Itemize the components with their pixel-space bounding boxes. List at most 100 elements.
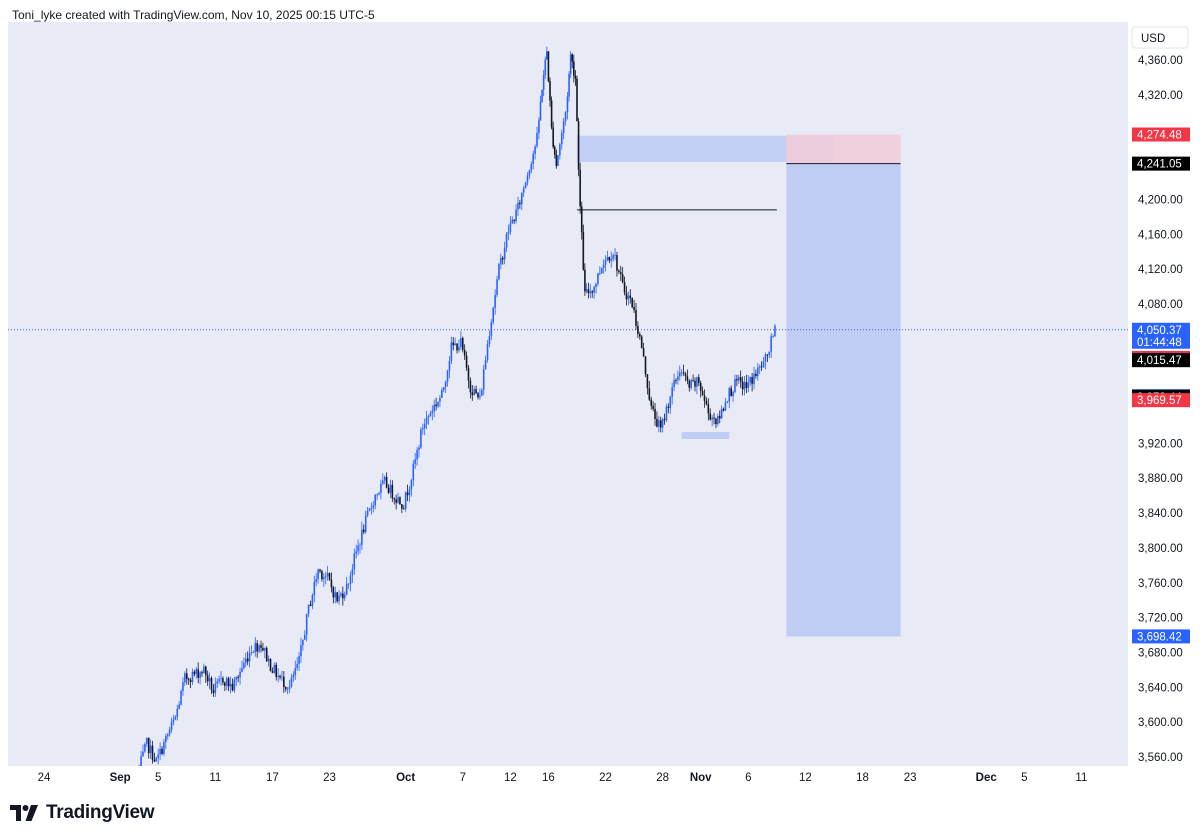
candle-body <box>650 399 653 406</box>
candle-body <box>153 759 156 762</box>
candle-body <box>486 344 489 360</box>
candle-body <box>353 553 356 570</box>
candle-body <box>225 678 228 686</box>
candle-body <box>147 737 150 754</box>
candle-body <box>210 678 213 691</box>
candle-body <box>292 675 295 678</box>
candle-body <box>401 504 403 509</box>
candle-body <box>185 673 188 680</box>
candle-body <box>631 297 633 308</box>
candle-body <box>477 393 479 398</box>
candle-body <box>241 668 243 672</box>
candle-body <box>334 592 337 598</box>
candle-body <box>277 675 279 677</box>
candle-body <box>361 529 363 545</box>
candle-body <box>503 247 506 260</box>
candle-body <box>235 677 238 680</box>
candle-body <box>342 593 344 599</box>
price-label-text: 4,015.47 <box>1137 355 1182 367</box>
currency-button[interactable]: USD <box>1131 26 1189 49</box>
candle-body <box>288 686 291 689</box>
time-axis-bg[interactable] <box>8 766 1192 788</box>
range-box[interactable] <box>681 432 730 439</box>
candle-body <box>642 348 645 357</box>
price-chart[interactable]: 3,560.00 3,600.00 3,640.00 3,680.00 3,720.00… <box>8 22 1192 788</box>
candle-body <box>336 592 338 602</box>
candle-body <box>593 287 595 293</box>
time-tick-label: 6 <box>745 772 751 784</box>
candle-body <box>566 96 569 113</box>
candle-body <box>760 366 763 368</box>
currency-box[interactable] <box>1131 26 1189 49</box>
candle-body <box>544 59 547 75</box>
candle-body <box>340 593 342 596</box>
candle-body <box>528 170 531 176</box>
stop-loss-zone[interactable] <box>786 134 901 164</box>
time-tick-label: 12 <box>504 772 517 784</box>
candle-body <box>195 669 198 675</box>
candle-body <box>187 679 190 681</box>
candle-body <box>595 283 597 288</box>
price-tick-label: 3,800.00 <box>1138 543 1183 555</box>
candle-body <box>421 428 424 430</box>
time-tick-label: Dec <box>976 772 998 784</box>
candle-body <box>351 569 354 576</box>
candle-body <box>355 551 357 554</box>
candle-body <box>435 404 437 407</box>
candle-body <box>616 255 618 271</box>
candle-body <box>343 594 346 599</box>
candle-body <box>218 679 220 682</box>
candle-body <box>305 613 308 635</box>
candle-body <box>345 583 348 595</box>
candle-body <box>568 74 570 97</box>
candles-layer <box>138 46 776 779</box>
time-tick-label: 23 <box>323 772 336 784</box>
candle-body <box>770 336 772 352</box>
candle-body <box>397 497 399 503</box>
price-tick-label: 3,560.00 <box>1138 752 1183 764</box>
candle-body <box>389 484 392 493</box>
candle-body <box>244 658 247 663</box>
candle-body <box>412 463 415 481</box>
candle-body <box>439 397 441 402</box>
candle-body <box>220 678 222 680</box>
candle-body <box>309 604 312 606</box>
candle-body <box>552 127 554 147</box>
candle-body <box>604 260 607 265</box>
candle-body <box>376 494 378 496</box>
chart-area[interactable]: 3,560.00 3,600.00 3,640.00 3,680.00 3,720.00… <box>8 22 1192 788</box>
candle-body <box>303 634 306 640</box>
candle-body <box>557 155 559 166</box>
candle-body <box>165 736 167 742</box>
candle-body <box>562 121 565 133</box>
candle-body <box>574 75 577 79</box>
take-profit-zone[interactable] <box>786 163 901 637</box>
candle-body <box>246 658 249 662</box>
candle-body <box>458 346 460 351</box>
candle-body <box>463 349 466 356</box>
candle-body <box>203 666 205 674</box>
time-tick-label: 24 <box>38 772 51 784</box>
candle-body <box>509 223 512 232</box>
candle-body <box>300 645 302 657</box>
time-axis: 24 Sep 5 11 17 23 Oct 7 12 16 22 28 Nov 6 12 18 23 Dec 5 11 <box>8 766 1192 788</box>
candle-body <box>429 413 432 416</box>
candle-body <box>444 381 447 388</box>
candle-body <box>174 716 177 720</box>
candle-body <box>629 295 632 298</box>
candle-body <box>576 78 578 122</box>
price-tick-label: 3,680.00 <box>1138 647 1183 659</box>
candle-body <box>703 395 706 401</box>
tradingview-logo[interactable]: TradingView <box>10 802 155 824</box>
candle-body <box>705 400 708 405</box>
candle-body <box>452 342 455 346</box>
time-tick-label: Sep <box>110 772 131 784</box>
candle-body <box>564 112 567 122</box>
candle-body <box>652 405 654 409</box>
candle-body <box>231 683 234 691</box>
chart-credit: Toni_lyke created with TradingView.com, … <box>12 8 375 22</box>
candle-body <box>368 508 371 512</box>
candle-body <box>467 367 470 381</box>
candle-body <box>166 734 169 737</box>
candle-body <box>383 476 386 481</box>
